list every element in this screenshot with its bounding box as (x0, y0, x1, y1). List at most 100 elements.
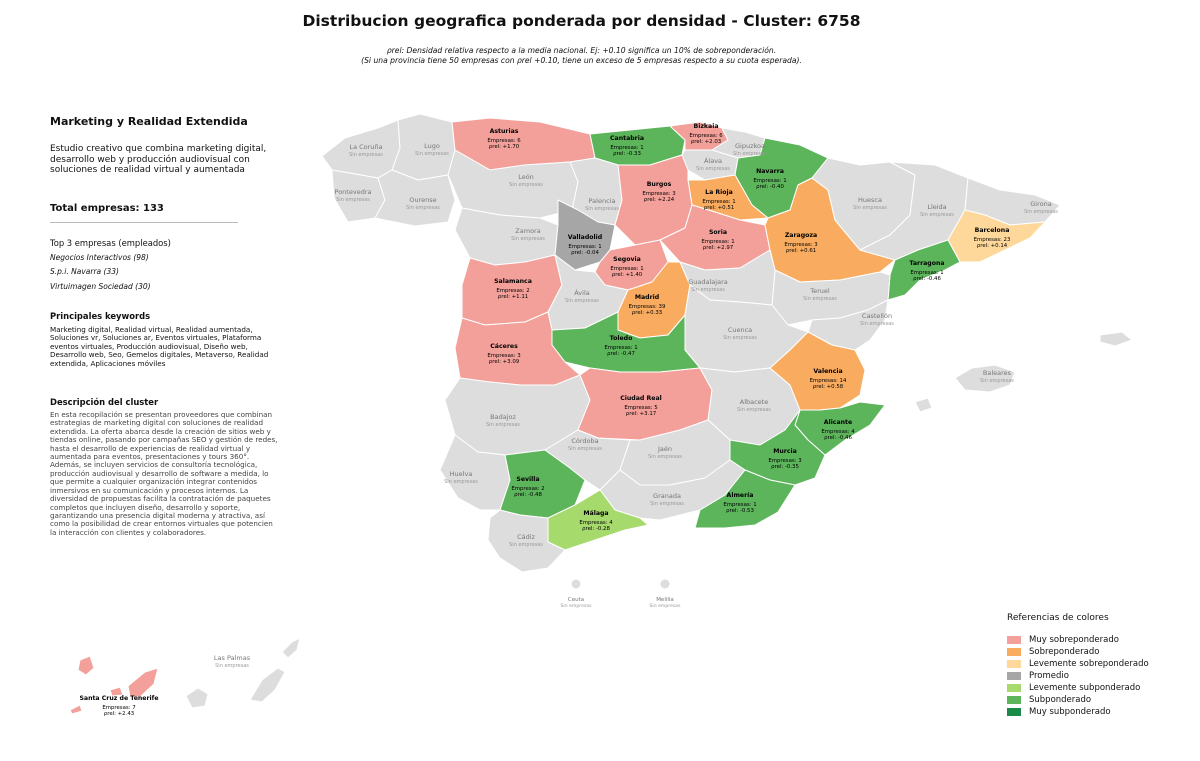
label-valencia-empresas: Empresas: 14 (810, 378, 847, 384)
island-lanzarote[interactable] (281, 637, 301, 659)
label-zaragoza-empresas: Empresas: 3 (784, 242, 817, 248)
label-caceres-name: Cáceres (490, 342, 518, 350)
province-castellon[interactable] (807, 299, 889, 351)
label-gipuzkoa: Gipuzkoa (735, 142, 765, 150)
province-santa-cruz-de-tenerife[interactable] (77, 655, 95, 676)
province-baleares[interactable] (954, 364, 1016, 393)
label-asturias-rho: ρrel: +1.70 (489, 144, 520, 150)
label-zamora: Zamora (515, 227, 540, 235)
label-zamora-empty: Sin empresas (511, 236, 545, 242)
label-segovia-empresas: Empresas: 1 (610, 266, 643, 272)
label-caceres-rho: ρrel: +3.09 (489, 359, 520, 365)
label-tenerife-rho: ρrel: +2.43 (104, 711, 134, 717)
label-la-coruna: La Coruña (349, 143, 382, 151)
province-las-palmas[interactable] (185, 687, 209, 709)
legend-label: Subponderado (1029, 695, 1092, 705)
label-alicante-name: Alicante (824, 419, 852, 426)
cluster-info-panel: Marketing y Realidad Extendida Estudio c… (50, 115, 278, 537)
province-valencia[interactable] (769, 331, 866, 411)
label-la-rioja-name: La Rioja (705, 189, 733, 196)
island-el-hierro[interactable] (69, 704, 83, 715)
total-companies: Total empresas: 133 (50, 202, 164, 214)
label-albacete-empty: Sin empresas (737, 407, 771, 413)
label-navarra-name: Navarra (756, 168, 784, 175)
subtitle-line-2: (Si una provincia tiene 50 empresas con … (361, 56, 802, 65)
label-cantabria-name: Cantabria (610, 135, 644, 142)
label-bizkaia-name: Bizkaia (693, 123, 718, 130)
label-cadiz-empty: Sin empresas (509, 542, 543, 548)
province-ourense[interactable] (374, 169, 456, 227)
label-madrid-empresas: Empresas: 39 (629, 304, 666, 310)
label-segovia-rho: ρrel: +1.40 (612, 272, 643, 278)
label-lugo-empty: Sin empresas (415, 151, 449, 157)
label-lleida-empty: Sin empresas (920, 212, 954, 218)
island-ibiza[interactable] (914, 397, 933, 413)
keywords-heading: Principales keywords (50, 311, 151, 321)
label-melilla-empty: Sin empresas (650, 603, 682, 609)
label-barcelona-rho: ρrel: +0.14 (977, 243, 1008, 249)
label-badajoz-empty: Sin empresas (486, 422, 520, 428)
label-las-palmas-empty: Sin empresas (215, 663, 249, 669)
label-bizkaia-empresas: Empresas: 6 (689, 133, 723, 139)
label-guadalajara: Guadalajara (688, 278, 727, 286)
label-salamanca-empresas: Empresas: 2 (496, 288, 529, 294)
legend-swatch (1007, 636, 1021, 644)
label-baleares-empty: Sin empresas (980, 378, 1014, 384)
legend-item-levemente-sobreponderado: Levemente sobreponderado (1007, 658, 1187, 670)
label-badajoz: Badajoz (490, 413, 516, 421)
label-salamanca-name: Salamanca (494, 278, 532, 285)
label-tarragona-name: Tarragona (909, 260, 944, 267)
label-baleares: Baleares (983, 369, 1012, 377)
label-jaen-empty: Sin empresas (648, 454, 682, 460)
label-ceuta-empty: Sin empresas (561, 603, 593, 609)
label-la-coruna-empty: Sin empresas (349, 152, 383, 158)
province-almeria[interactable] (694, 469, 796, 529)
legend-item-muy-subponderado: Muy subponderado (1007, 706, 1187, 718)
legend-swatch (1007, 660, 1021, 668)
label-granada-empty: Sin empresas (650, 501, 684, 507)
label-alicante-rho: ρrel: -0.46 (824, 435, 852, 441)
map-title: Distribucion geografica ponderada por de… (302, 12, 861, 30)
legend-swatch (1007, 696, 1021, 704)
island-tenerife[interactable] (127, 667, 159, 698)
island-menorca[interactable] (1099, 331, 1133, 347)
legend-item-sobreponderado: Sobreponderado (1007, 646, 1187, 658)
label-caceres-empresas: Empresas: 3 (487, 353, 520, 359)
label-tarragona-empresas: Empresas: 1 (910, 270, 943, 276)
province-toledo[interactable] (551, 311, 701, 373)
label-jaen: Jaén (657, 445, 672, 453)
label-barcelona-name: Barcelona (975, 227, 1010, 234)
island-la-gomera[interactable] (109, 686, 124, 697)
label-tarragona-rho: ρrel: -0.46 (913, 276, 941, 282)
label-huelva: Huelva (450, 470, 473, 478)
cluster-description-text: En esta recopilación se presentan provee… (50, 410, 278, 537)
label-navarra-rho: ρrel: -0.40 (756, 184, 784, 190)
label-asturias-empresas: Empresas: 6 (487, 138, 521, 144)
legend-item-levemente-subponderado: Levemente subponderado (1007, 682, 1187, 694)
label-valladolid-empresas: Empresas: 1 (568, 244, 601, 250)
label-segovia-name: Segovia (613, 256, 641, 263)
island-fuerteventura[interactable] (249, 667, 286, 703)
label-zaragoza-name: Zaragoza (785, 232, 817, 239)
label-lugo: Lugo (424, 142, 440, 150)
label-tenerife-name: Santa Cruz de Tenerife (79, 695, 158, 702)
label-la-rioja-empresas: Empresas: 1 (702, 199, 735, 205)
label-madrid-rho: ρrel: +0.33 (632, 310, 662, 316)
empty-province-labels: La Coruña Sin empresas Lugo Sin empresas… (214, 142, 1058, 669)
province-ceuta[interactable] (570, 578, 582, 590)
label-huelva-empty: Sin empresas (444, 479, 478, 485)
label-alava-empty: Sin empresas (696, 166, 730, 172)
label-avila-empty: Sin empresas (565, 298, 599, 304)
label-girona: Girona (1030, 200, 1051, 208)
label-malaga-empresas: Empresas: 4 (579, 520, 613, 526)
top-company-2: S.p.i. Navarra (33) (50, 267, 119, 276)
label-navarra-empresas: Empresas: 1 (753, 178, 786, 184)
province-melilla[interactable] (659, 578, 671, 590)
legend-swatch (1007, 672, 1021, 680)
province-cadiz[interactable] (487, 509, 566, 573)
label-lleida: Lleida (927, 203, 946, 211)
label-almeria-empresas: Empresas: 1 (723, 502, 756, 508)
province-tarragona[interactable] (887, 239, 961, 301)
label-las-palmas: Las Palmas (214, 654, 251, 662)
label-barcelona-empresas: Empresas: 23 (974, 237, 1011, 243)
